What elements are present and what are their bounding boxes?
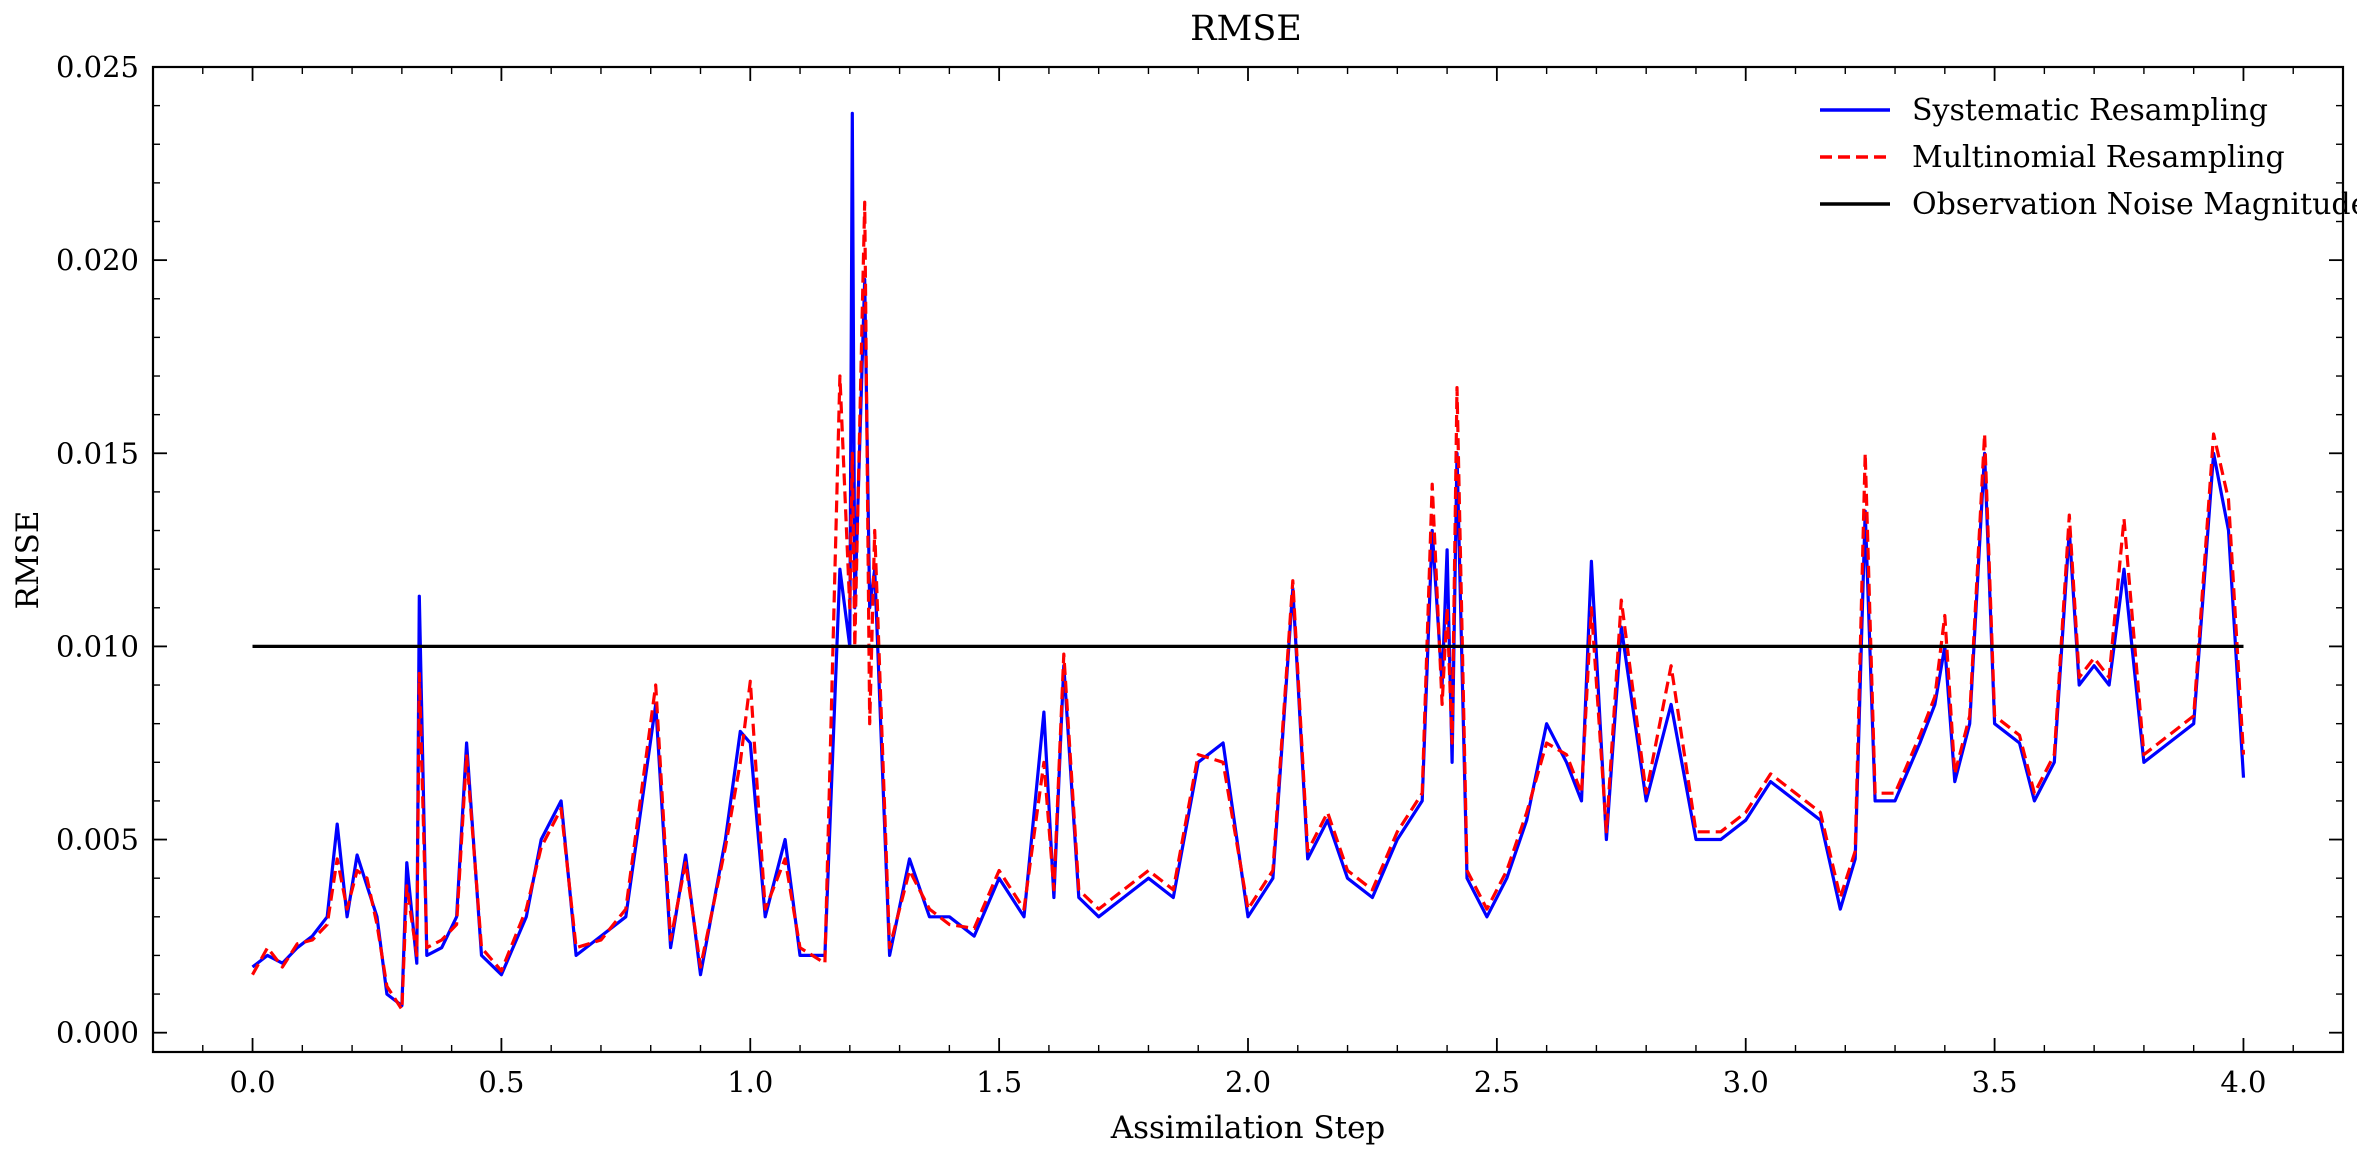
y-tick-label: 0.000	[56, 1016, 139, 1050]
x-tick-label: 4.0	[2220, 1065, 2266, 1099]
y-axis-title: RMSE	[10, 511, 46, 610]
x-tick-label: 3.0	[1723, 1065, 1769, 1099]
x-tick-label: 1.0	[727, 1065, 773, 1099]
x-tick-label: 1.5	[976, 1065, 1022, 1099]
x-tick-label: 2.5	[1474, 1065, 1520, 1099]
x-tick-label: 3.5	[1972, 1065, 2018, 1099]
y-axis: 0.000 0.005 0.010 0.015 0.020 0.025	[56, 50, 2343, 1050]
y-tick-label: 0.025	[56, 50, 139, 84]
x-axis-title: Assimilation Step	[1110, 1110, 1386, 1146]
plot-area	[251, 111, 2246, 1012]
legend-label-multinomial-resampling: Multinomial Resampling	[1912, 140, 2285, 175]
y-tick-label: 0.005	[56, 823, 139, 857]
legend-label-systematic-resampling: Systematic Resampling	[1912, 93, 2268, 128]
legend: Systematic Resampling Multinomial Resampl…	[1820, 93, 2357, 222]
x-tick-label: 0.0	[229, 1065, 275, 1099]
chart-title: RMSE	[1190, 9, 1302, 49]
x-tick-label: 2.0	[1225, 1065, 1271, 1099]
x-axis: 0.0 0.5 1.0 1.5 2.0 2.5 3.0 3.5 4.0	[202, 67, 2294, 1099]
series-line-multinomial-resampling	[251, 200, 2246, 1012]
y-tick-label: 0.020	[56, 243, 139, 277]
x-tick-label: 0.5	[478, 1065, 524, 1099]
series-line-systematic-resampling	[251, 111, 2246, 1008]
y-tick-label: 0.010	[56, 629, 139, 663]
y-tick-label: 0.015	[56, 436, 139, 470]
legend-label-observation-noise-magnitude: Observation Noise Magnitude	[1912, 187, 2357, 222]
